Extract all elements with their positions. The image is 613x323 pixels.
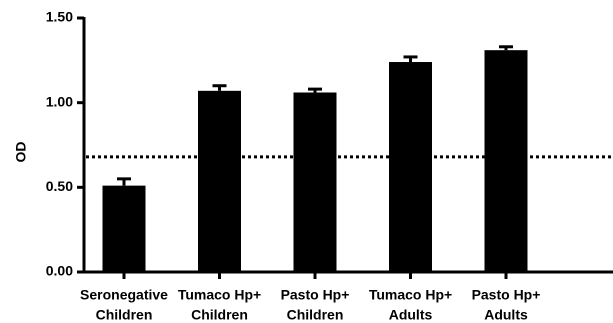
y-tick-label: 0.50 [46,178,73,194]
x-category-label: Pasto Hp+ [281,287,350,303]
x-category-label: Adults [389,307,433,323]
x-category-label: Tumaco Hp+ [369,287,452,303]
bars [102,45,528,273]
y-tick-label: 1.50 [46,9,73,25]
y-tick-label: 1.00 [46,93,73,109]
x-category-label: Children [287,307,344,323]
x-category-label: Seronegative [80,287,168,303]
bar [293,92,337,272]
x-category-label: Children [191,307,248,323]
bar [389,62,432,272]
y-axis-title: OD [13,142,29,163]
y-tick-label: 0.00 [46,263,73,279]
labels: 0.00 0.50 1.00 1.50 Seronegative Children Tuma… [46,9,541,323]
x-category-label: Adults [484,307,528,323]
bar [484,50,528,272]
bar [198,90,241,273]
x-category-label: Tumaco Hp+ [178,287,261,303]
x-category-label: Pasto Hp+ [472,287,541,303]
bar [102,185,146,272]
x-category-label: Children [96,307,153,323]
axes [77,16,613,279]
